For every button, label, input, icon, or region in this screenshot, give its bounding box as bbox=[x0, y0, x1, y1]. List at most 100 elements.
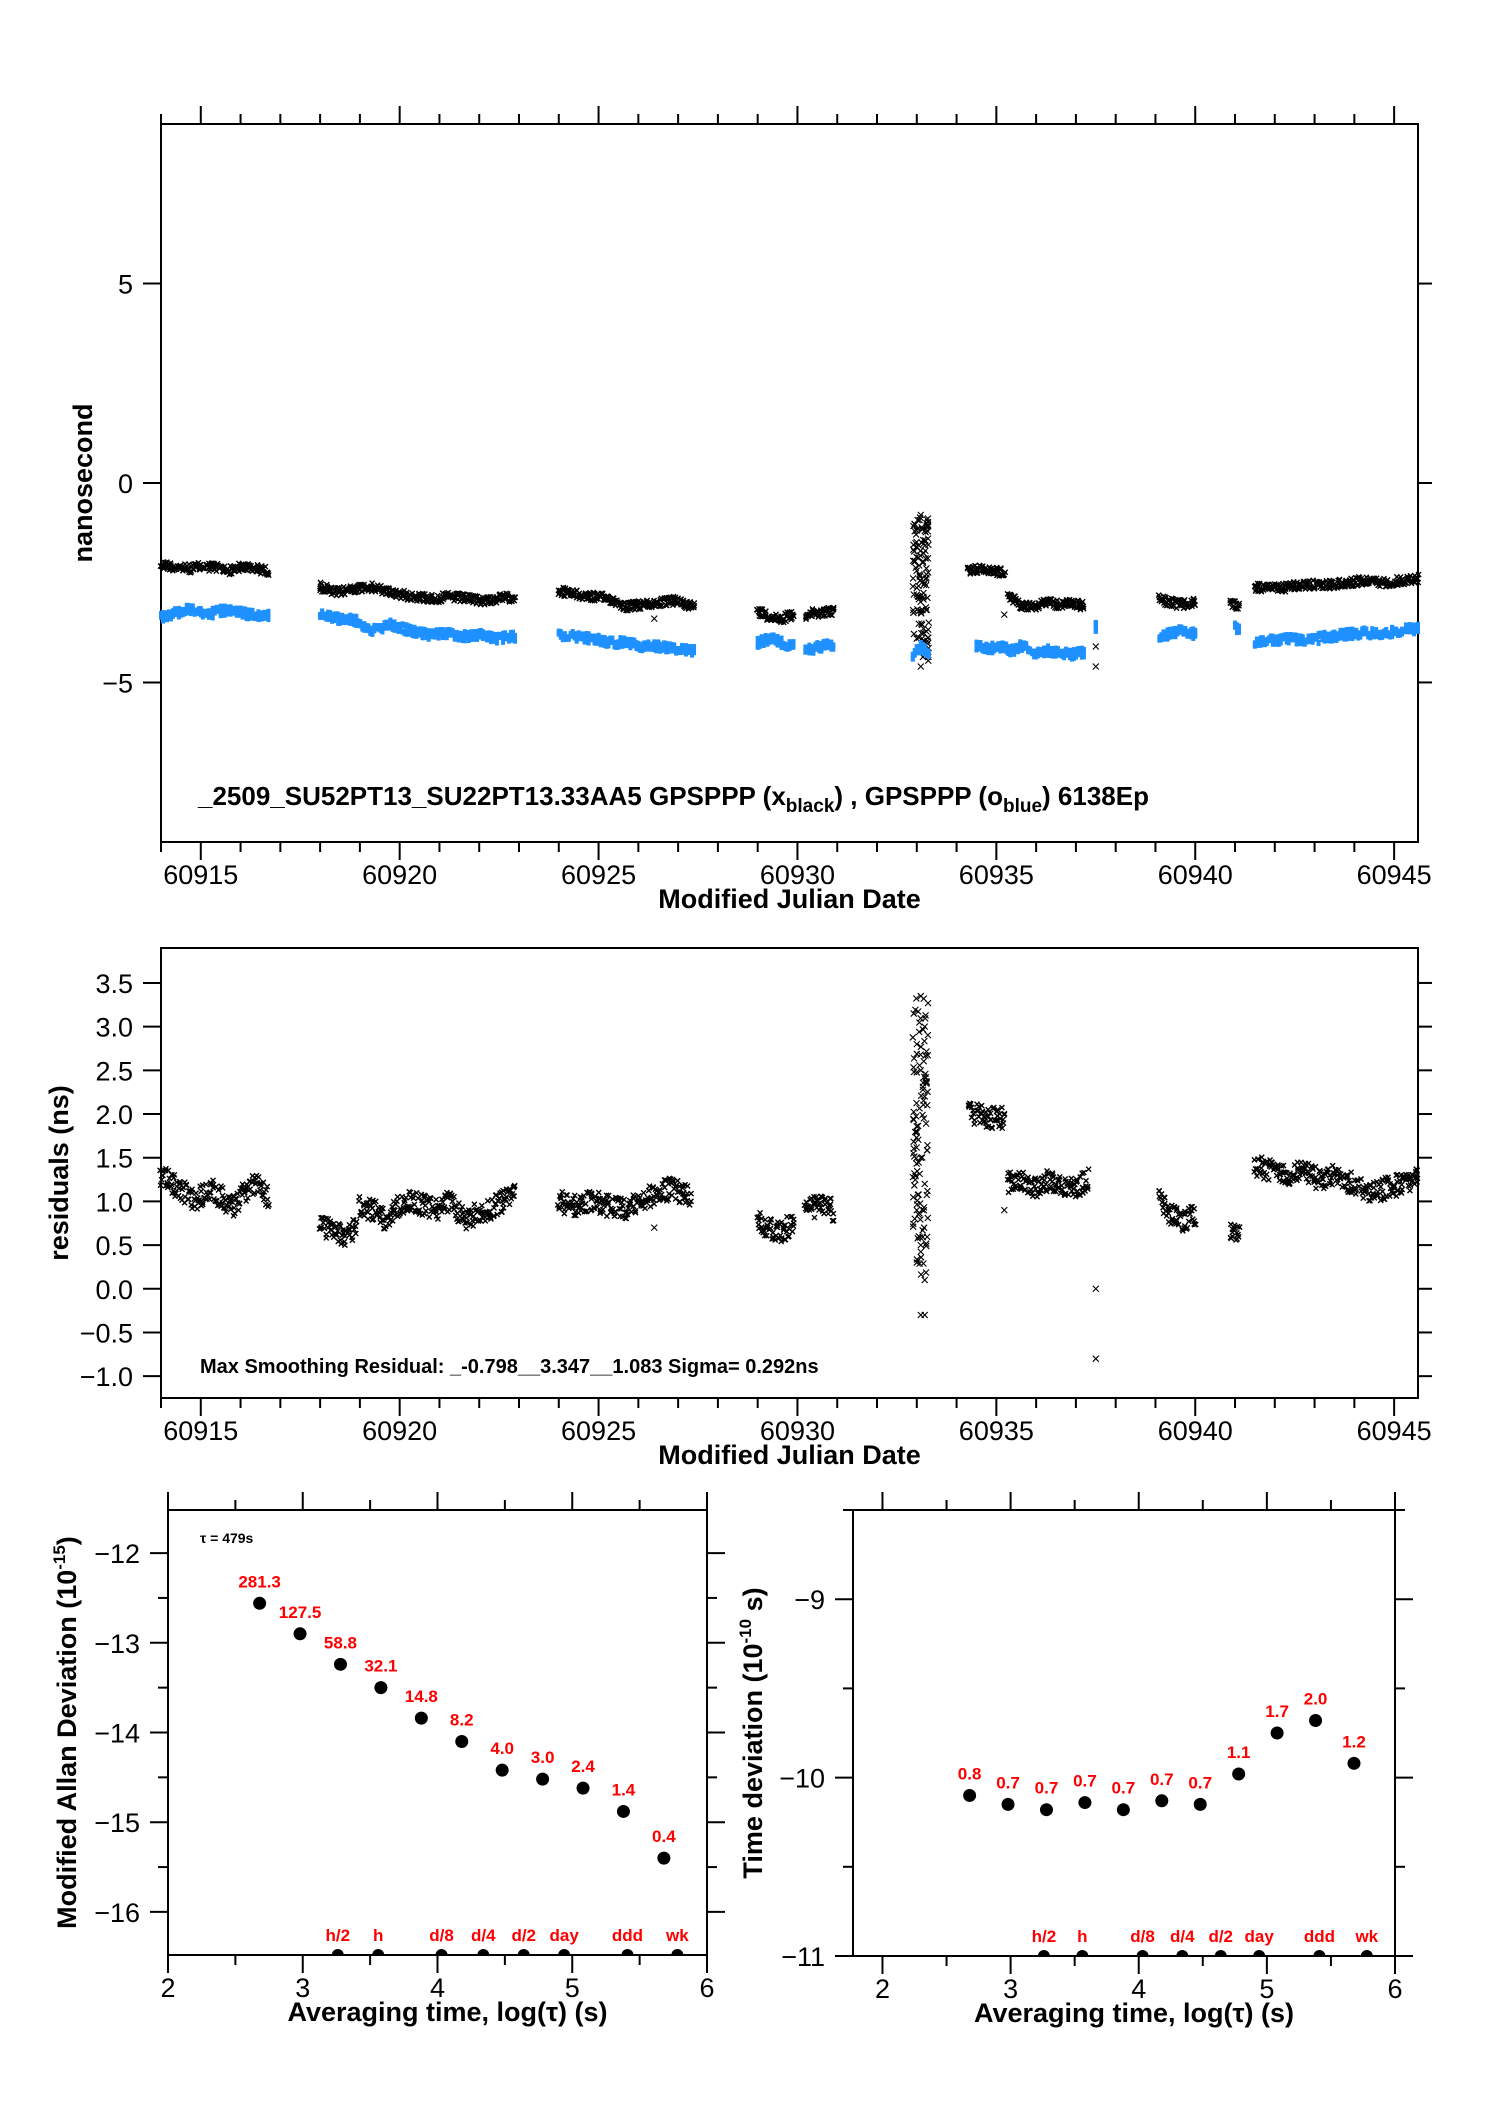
data-point bbox=[198, 1188, 205, 1195]
data-point bbox=[925, 619, 933, 626]
data-point bbox=[1000, 1206, 1008, 1214]
timescale-marker bbox=[1214, 1950, 1227, 1956]
timescale-marker bbox=[621, 1949, 634, 1955]
data-point bbox=[408, 624, 413, 631]
y-axis-title: residuals (ns) bbox=[44, 1085, 74, 1261]
data-point bbox=[352, 589, 359, 596]
data-point bbox=[333, 1657, 347, 1671]
residuals-chart: 60915 60920 60925 60930 60935 60940 60945Modif… bbox=[44, 947, 1432, 1470]
data-point bbox=[428, 591, 435, 598]
data-point bbox=[370, 625, 375, 632]
data-point bbox=[912, 651, 917, 658]
timescale-marker bbox=[671, 1949, 684, 1955]
data-point bbox=[1081, 653, 1086, 660]
data-point bbox=[388, 623, 393, 630]
data-point bbox=[921, 1276, 929, 1284]
data-point bbox=[657, 1851, 671, 1865]
data-point bbox=[598, 590, 605, 597]
data-point bbox=[193, 1190, 200, 1197]
data-point bbox=[410, 628, 415, 635]
timescale-marker bbox=[558, 1949, 571, 1955]
data-point bbox=[919, 559, 927, 567]
data-point bbox=[378, 626, 383, 633]
data-points: 0.8 0.7 0.7 0.7 0.7 0.7 0.7 1.1 1.7 2.0 1.2 bbox=[958, 1690, 1366, 1817]
y-tick-label: 2.5 bbox=[95, 1056, 133, 1086]
y-tick-label: −16 bbox=[94, 1898, 140, 1928]
data-point bbox=[825, 604, 832, 611]
x-axis-title: Averaging time, log(τ) (s) bbox=[974, 1998, 1294, 2028]
data-point bbox=[1193, 632, 1198, 639]
data-point bbox=[396, 621, 401, 628]
data-point bbox=[160, 610, 165, 617]
data-label: 3.0 bbox=[531, 1748, 555, 1767]
data-point bbox=[1286, 639, 1291, 646]
data-point bbox=[909, 574, 917, 582]
phase-plot-frame bbox=[160, 123, 1419, 843]
series-blue bbox=[159, 602, 1420, 662]
data-point bbox=[915, 562, 923, 569]
data-point bbox=[1155, 592, 1162, 599]
data-point bbox=[336, 611, 341, 618]
data-point bbox=[434, 592, 441, 599]
x-tick-label: 60930 bbox=[760, 860, 835, 890]
data-point bbox=[356, 620, 361, 627]
data-point bbox=[917, 620, 925, 628]
y-tick-label: −12 bbox=[94, 1539, 140, 1569]
timescale-marker bbox=[435, 1949, 448, 1955]
data-point bbox=[1352, 1191, 1359, 1198]
data-point bbox=[324, 611, 329, 618]
data-point bbox=[916, 516, 924, 524]
data-point bbox=[392, 619, 397, 626]
data-point bbox=[346, 619, 351, 626]
data-point bbox=[388, 617, 393, 624]
data-point bbox=[1092, 663, 1100, 670]
timescale-label: d/4 bbox=[471, 1926, 496, 1945]
data-point bbox=[1093, 627, 1098, 634]
data-point bbox=[320, 609, 325, 616]
x-tick-label: 2 bbox=[875, 1974, 890, 2004]
data-label: 0.7 bbox=[1035, 1779, 1059, 1798]
data-point bbox=[512, 594, 519, 601]
data-point bbox=[909, 606, 917, 614]
x-axis-title: Averaging time, log(τ) (s) bbox=[287, 1997, 607, 2027]
x-tick-label: 6 bbox=[1387, 1974, 1402, 2004]
data-point bbox=[1083, 1177, 1090, 1184]
data-point bbox=[344, 614, 349, 621]
data-label: 281.3 bbox=[238, 1572, 281, 1591]
data-point bbox=[384, 619, 389, 626]
data-point bbox=[910, 547, 918, 555]
data-point bbox=[382, 623, 387, 630]
data-point bbox=[352, 617, 357, 624]
data-label: 0.7 bbox=[1188, 1773, 1212, 1792]
timescale-markers: h/2 h d/8 d/4 d/2 day ddd wk bbox=[326, 1926, 689, 1955]
data-point bbox=[917, 576, 924, 584]
data-point bbox=[1093, 622, 1098, 629]
data-point bbox=[355, 1198, 362, 1205]
data-point bbox=[404, 626, 409, 633]
data-point bbox=[346, 615, 351, 622]
timescale-label: wk bbox=[665, 1926, 689, 1945]
data-point bbox=[924, 535, 932, 543]
data-point bbox=[1235, 602, 1242, 609]
data-point bbox=[1191, 597, 1198, 604]
data-point bbox=[971, 562, 978, 569]
data-point bbox=[909, 557, 917, 565]
y-axis-title-exponent: -10 bbox=[736, 1619, 755, 1644]
data-point bbox=[354, 613, 359, 620]
timescale-label: ddd bbox=[1304, 1927, 1335, 1946]
data-point bbox=[422, 626, 427, 633]
data-point bbox=[923, 1233, 931, 1241]
legend-text: x bbox=[771, 781, 786, 811]
residual-stats: Max Smoothing Residual: _-0.798__3.347__… bbox=[200, 1356, 819, 1378]
data-point bbox=[401, 587, 408, 594]
data-point bbox=[406, 623, 411, 630]
data-point bbox=[917, 663, 925, 670]
data-point bbox=[412, 632, 417, 639]
data-point bbox=[376, 625, 381, 632]
data-point bbox=[402, 628, 407, 635]
data-point bbox=[372, 626, 377, 633]
data-point bbox=[404, 622, 409, 629]
